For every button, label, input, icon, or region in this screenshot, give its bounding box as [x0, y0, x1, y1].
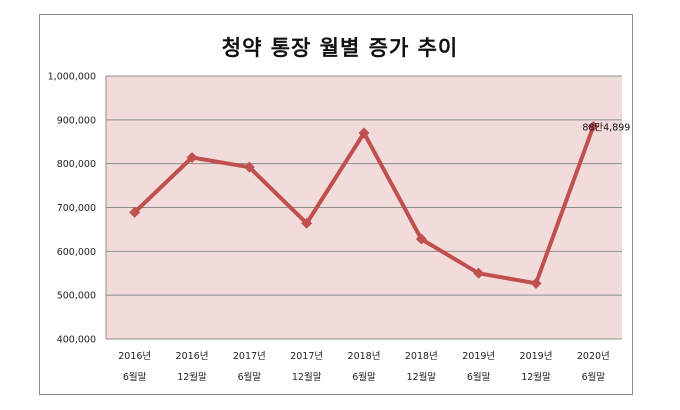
x-tick-label: 12월말	[292, 371, 322, 383]
x-tick-label: 6월말	[123, 371, 147, 383]
x-tick-label: 2016년	[176, 351, 209, 362]
y-tick-label: 600,000	[57, 247, 96, 258]
x-tick-label: 2016년	[118, 351, 151, 362]
data-point-marker	[587, 120, 599, 132]
x-tick-label: 2018년	[348, 351, 381, 362]
data-label: 88만4,899	[582, 122, 630, 133]
x-axis-tick-labels: 2016년 6월말 2016년 12월말 2017년 6월말 2017년 12월말 2018년 6…	[118, 351, 610, 383]
gridlines	[105, 75, 622, 340]
x-tick-label: 6월말	[467, 371, 491, 383]
x-tick-label: 2020년	[577, 351, 610, 362]
y-tick-label: 800,000	[57, 159, 96, 170]
x-tick-label: 6월말	[582, 371, 606, 383]
x-tick-label: 2017년	[290, 351, 323, 362]
data-point-marker	[301, 217, 313, 229]
data-point-marker	[186, 152, 198, 164]
y-tick-label: 900,000	[57, 115, 96, 126]
x-tick-label: 2018년	[405, 351, 438, 362]
series-markers	[129, 120, 599, 289]
x-tick-label: 2019년	[520, 351, 553, 362]
data-point-marker	[415, 233, 427, 245]
data-point-marker	[129, 206, 141, 218]
y-axis-tick-labels: 400,000 500,000 600,000 700,000 800,000 900,0…	[48, 72, 96, 346]
x-tick-label: 6월말	[238, 371, 262, 383]
y-tick-label: 700,000	[57, 203, 96, 214]
x-tick-label: 12월말	[177, 371, 207, 383]
x-tick-label: 12월말	[407, 371, 437, 383]
chart-title: 청약 통장 월별 증가 추이	[221, 36, 459, 60]
x-tick-label: 2017년	[233, 351, 266, 362]
x-tick-label: 2019년	[462, 351, 495, 362]
x-tick-label: 6월말	[352, 371, 376, 383]
data-labels: 88만4,899	[582, 122, 630, 133]
y-tick-label: 500,000	[57, 291, 96, 302]
data-point-marker	[473, 267, 485, 279]
x-tick-label: 12월말	[521, 371, 551, 383]
y-tick-label: 1,000,000	[48, 72, 96, 83]
data-point-marker	[243, 161, 255, 173]
data-point-marker	[358, 127, 370, 139]
data-point-marker	[530, 277, 542, 289]
y-tick-label: 400,000	[57, 335, 96, 346]
